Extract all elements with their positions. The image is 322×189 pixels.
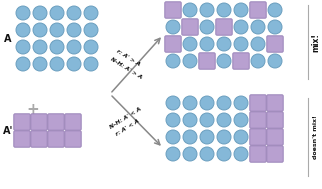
FancyBboxPatch shape <box>216 19 232 35</box>
Circle shape <box>50 6 64 20</box>
Circle shape <box>166 96 180 110</box>
Circle shape <box>166 130 180 144</box>
Circle shape <box>50 57 64 71</box>
FancyBboxPatch shape <box>65 131 81 147</box>
Circle shape <box>183 130 197 144</box>
Circle shape <box>200 113 214 127</box>
Circle shape <box>33 6 47 20</box>
Circle shape <box>166 147 180 161</box>
Circle shape <box>200 37 214 51</box>
Circle shape <box>67 23 81 37</box>
FancyBboxPatch shape <box>48 114 64 130</box>
Circle shape <box>234 96 248 110</box>
Circle shape <box>217 113 231 127</box>
Circle shape <box>200 96 214 110</box>
Circle shape <box>200 147 214 161</box>
FancyBboxPatch shape <box>14 114 30 130</box>
Text: N-H: A' < A: N-H: A' < A <box>109 106 143 130</box>
Circle shape <box>251 20 265 34</box>
Circle shape <box>16 6 30 20</box>
Circle shape <box>183 147 197 161</box>
Text: r: A' > A: r: A' > A <box>115 49 141 67</box>
FancyBboxPatch shape <box>267 129 283 145</box>
Circle shape <box>234 20 248 34</box>
FancyBboxPatch shape <box>250 146 266 162</box>
Circle shape <box>200 20 214 34</box>
Circle shape <box>200 130 214 144</box>
Circle shape <box>166 20 180 34</box>
FancyBboxPatch shape <box>14 131 30 147</box>
FancyBboxPatch shape <box>165 2 181 18</box>
Circle shape <box>268 54 282 68</box>
FancyBboxPatch shape <box>250 95 266 111</box>
FancyBboxPatch shape <box>31 114 47 130</box>
Circle shape <box>67 6 81 20</box>
FancyBboxPatch shape <box>199 53 215 69</box>
Circle shape <box>50 40 64 54</box>
FancyBboxPatch shape <box>267 112 283 128</box>
Circle shape <box>217 130 231 144</box>
FancyBboxPatch shape <box>165 36 181 52</box>
Text: N-H: A' > A: N-H: A' > A <box>109 56 143 80</box>
Circle shape <box>234 147 248 161</box>
Circle shape <box>183 113 197 127</box>
Circle shape <box>84 6 98 20</box>
Circle shape <box>166 54 180 68</box>
Circle shape <box>84 40 98 54</box>
FancyBboxPatch shape <box>48 131 64 147</box>
Circle shape <box>200 3 214 17</box>
Circle shape <box>234 3 248 17</box>
Circle shape <box>234 130 248 144</box>
Circle shape <box>217 147 231 161</box>
FancyBboxPatch shape <box>267 95 283 111</box>
Circle shape <box>84 23 98 37</box>
Circle shape <box>183 37 197 51</box>
Circle shape <box>251 54 265 68</box>
Text: +: + <box>27 102 39 118</box>
Circle shape <box>67 57 81 71</box>
FancyBboxPatch shape <box>233 53 249 69</box>
Circle shape <box>16 23 30 37</box>
FancyBboxPatch shape <box>250 112 266 128</box>
Circle shape <box>183 3 197 17</box>
Circle shape <box>234 113 248 127</box>
Circle shape <box>251 37 265 51</box>
FancyBboxPatch shape <box>267 146 283 162</box>
Circle shape <box>50 23 64 37</box>
Circle shape <box>217 37 231 51</box>
Circle shape <box>268 20 282 34</box>
Circle shape <box>183 54 197 68</box>
FancyBboxPatch shape <box>267 36 283 52</box>
Circle shape <box>84 57 98 71</box>
Text: A': A' <box>3 125 13 136</box>
Circle shape <box>217 3 231 17</box>
Circle shape <box>16 57 30 71</box>
Circle shape <box>183 96 197 110</box>
Text: mix!: mix! <box>311 33 320 51</box>
FancyBboxPatch shape <box>250 2 266 18</box>
Circle shape <box>166 113 180 127</box>
Circle shape <box>217 96 231 110</box>
FancyBboxPatch shape <box>65 114 81 130</box>
FancyBboxPatch shape <box>31 131 47 147</box>
Circle shape <box>33 40 47 54</box>
Text: doesn't mix!: doesn't mix! <box>314 115 318 159</box>
Text: A: A <box>4 33 12 43</box>
Circle shape <box>217 54 231 68</box>
FancyBboxPatch shape <box>250 129 266 145</box>
Circle shape <box>16 40 30 54</box>
FancyBboxPatch shape <box>182 19 198 35</box>
Circle shape <box>33 57 47 71</box>
Circle shape <box>33 23 47 37</box>
Circle shape <box>268 3 282 17</box>
Text: r: A' < A: r: A' < A <box>115 119 141 137</box>
Circle shape <box>234 37 248 51</box>
Circle shape <box>67 40 81 54</box>
